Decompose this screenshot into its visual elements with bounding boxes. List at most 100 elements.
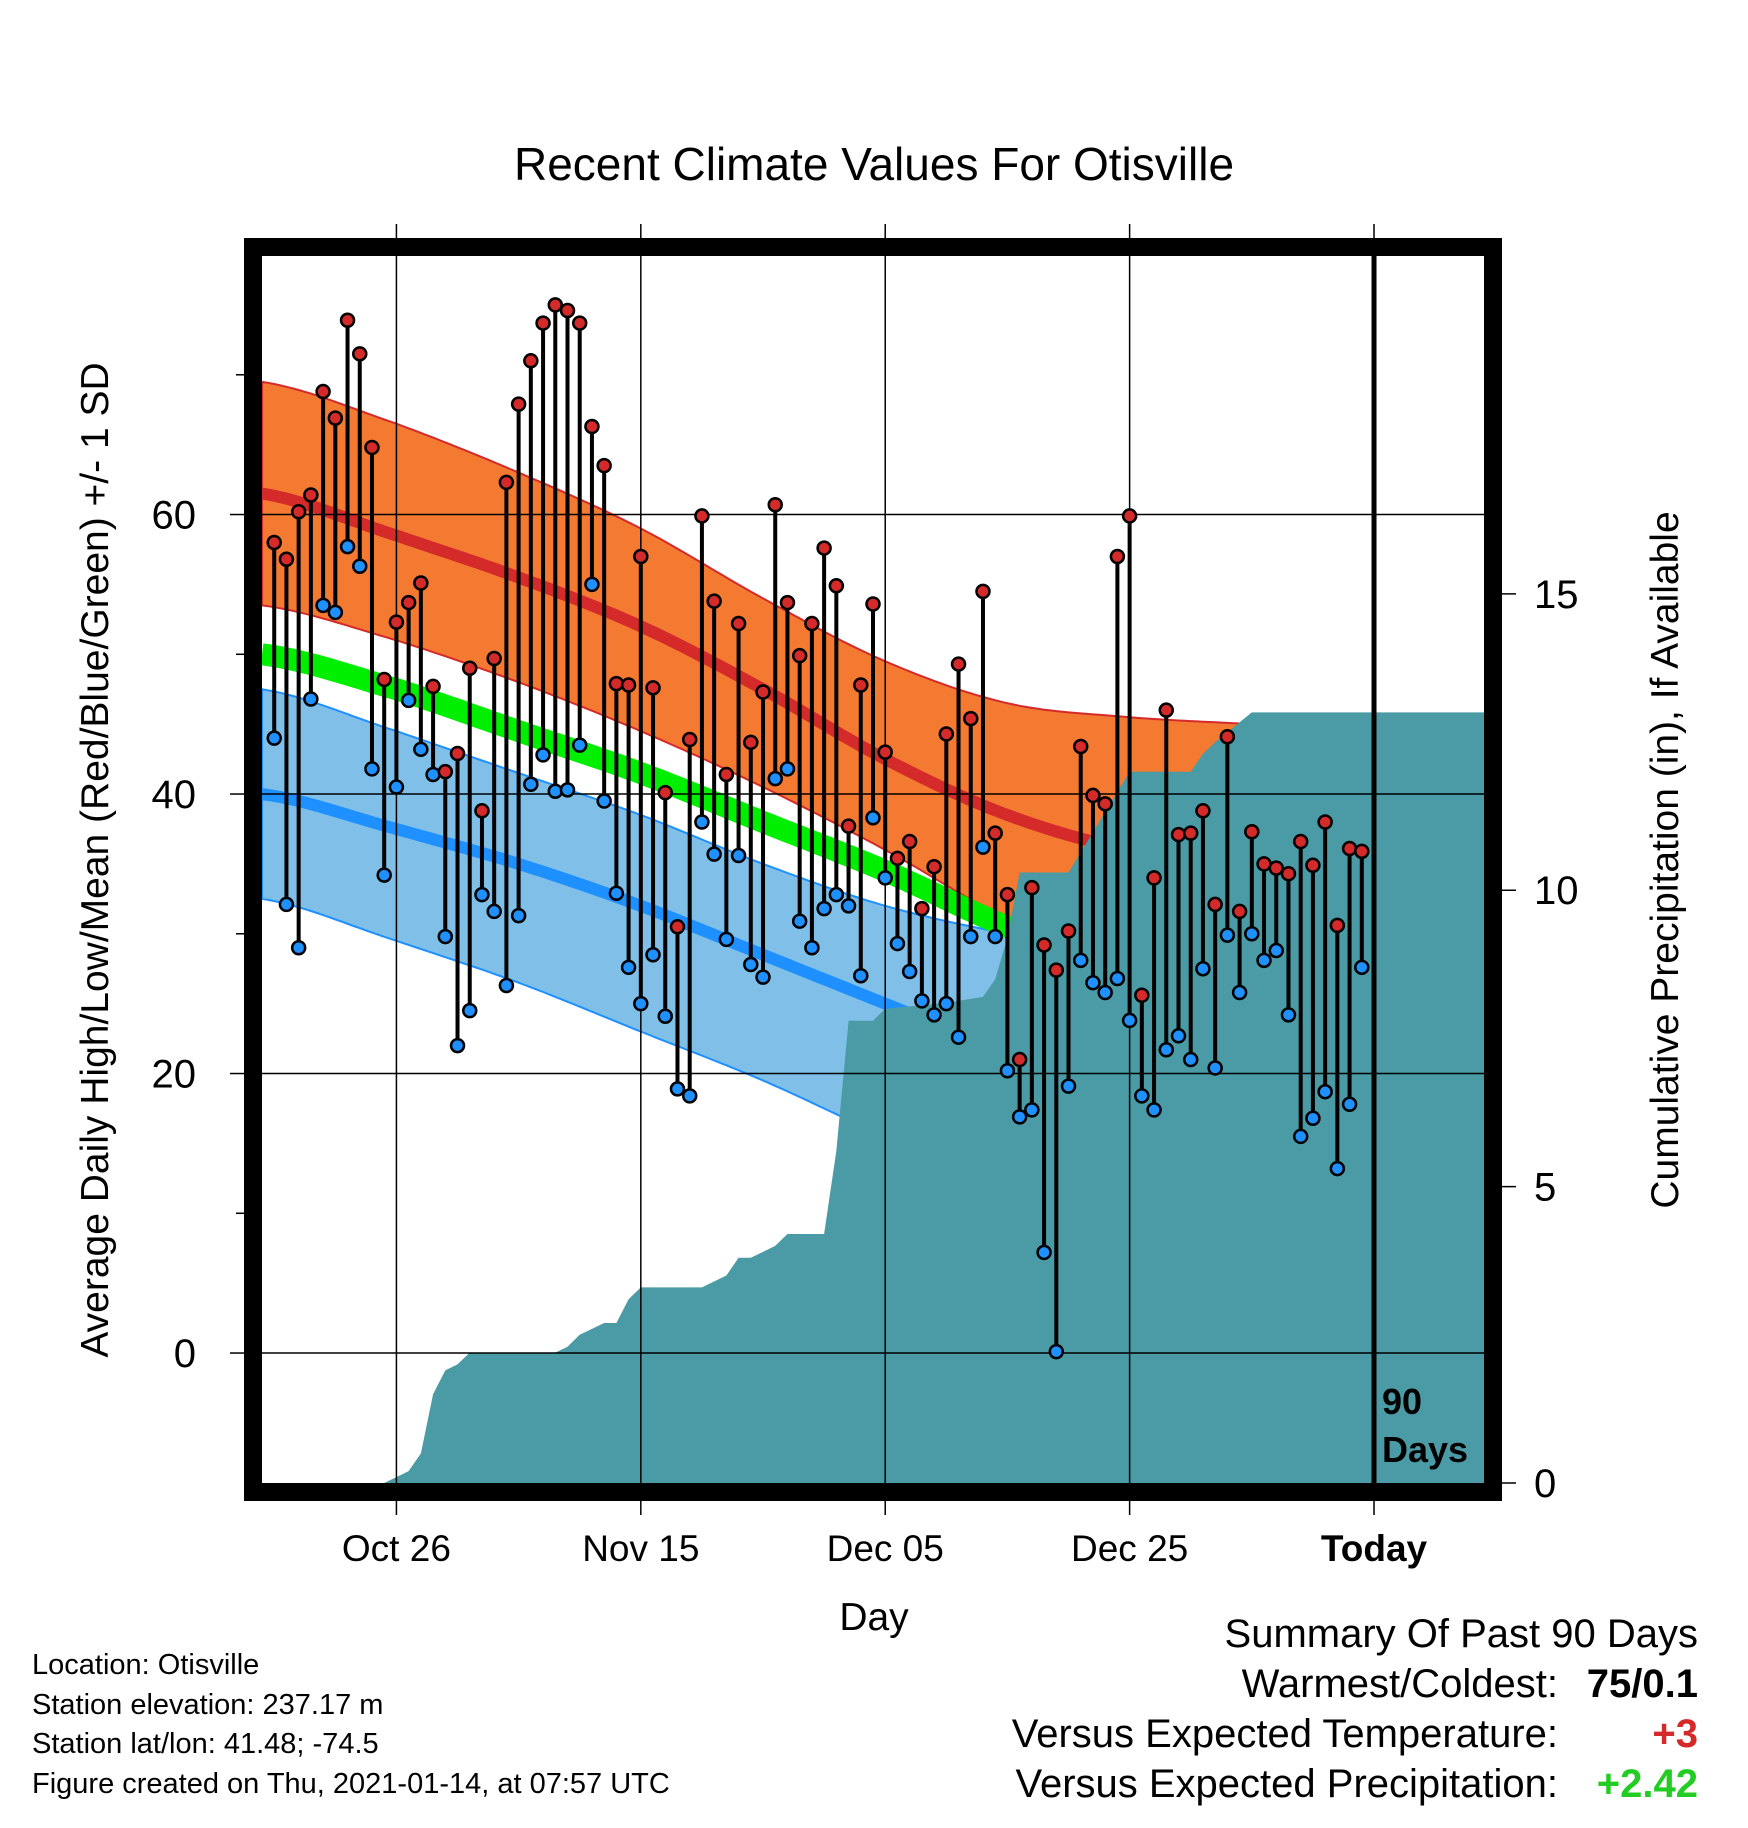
high-marker <box>303 487 319 503</box>
low-marker <box>608 885 625 902</box>
low-marker <box>535 747 551 763</box>
low-marker <box>1195 960 1211 977</box>
high-marker <box>743 734 759 751</box>
low-marker <box>1011 1109 1028 1125</box>
high-marker <box>865 596 881 612</box>
high-marker <box>877 744 893 760</box>
low-marker <box>828 886 845 903</box>
high-marker <box>1244 824 1260 840</box>
low-marker <box>1329 1160 1346 1177</box>
precip-departure-label: Versus Expected Precipitation: <box>1015 1762 1558 1806</box>
today-marker-label-line2: Days <box>1382 1429 1468 1470</box>
low-marker <box>1024 1102 1040 1118</box>
low-marker <box>1268 942 1285 959</box>
low-marker <box>767 770 783 787</box>
low-marker <box>1292 1128 1309 1145</box>
x-tick-label: Nov 15 <box>582 1528 699 1569</box>
summary-row-precip: Versus Expected Precipitation: +2.42 <box>898 1762 1698 1812</box>
low-marker <box>1158 1042 1175 1058</box>
low-marker <box>779 761 796 777</box>
high-marker <box>1134 987 1150 1004</box>
high-marker <box>853 677 869 693</box>
high-marker <box>364 439 380 456</box>
high-marker <box>975 583 991 600</box>
location-line: Location: Otisville <box>32 1649 260 1681</box>
low-marker <box>804 940 820 956</box>
high-marker <box>400 594 417 611</box>
high-marker <box>889 850 906 867</box>
high-marker <box>901 833 918 850</box>
low-marker <box>498 977 515 994</box>
low-marker <box>987 928 1003 945</box>
low-marker <box>303 691 319 707</box>
high-marker <box>1158 702 1175 718</box>
y-tick-label: 20 <box>152 1053 197 1097</box>
low-marker <box>1280 1007 1297 1023</box>
low-marker <box>926 1007 942 1023</box>
low-marker <box>657 1008 674 1024</box>
low-marker <box>547 783 564 799</box>
high-marker <box>425 678 441 695</box>
low-marker <box>791 913 808 929</box>
summary-row-extremes: Warmest/Coldest: 75/0.1 <box>898 1662 1698 1712</box>
x-tick-label: Dec 05 <box>827 1528 944 1569</box>
low-marker <box>584 576 600 593</box>
high-marker <box>461 660 478 677</box>
high-marker <box>1182 825 1199 841</box>
low-marker <box>901 963 918 980</box>
y-tick-label: 40 <box>152 773 197 817</box>
low-marker <box>1170 1028 1187 1044</box>
high-marker <box>571 315 588 331</box>
high-marker <box>791 647 808 664</box>
high-marker <box>779 594 796 611</box>
temp-departure-value: +3 <box>1652 1712 1698 1756</box>
low-marker <box>718 931 735 948</box>
chart-title: Recent Climate Values For Otisville <box>514 138 1234 190</box>
low-marker <box>963 928 979 945</box>
high-marker <box>1207 896 1223 913</box>
high-marker <box>645 680 661 696</box>
x-tick-label: Dec 25 <box>1071 1528 1188 1569</box>
high-marker <box>413 575 429 591</box>
high-marker <box>339 312 356 329</box>
high-marker <box>987 825 1003 841</box>
low-marker <box>1121 1012 1138 1029</box>
high-marker <box>1195 803 1211 819</box>
high-marker <box>681 731 698 748</box>
low-marker <box>889 935 906 952</box>
low-marker <box>278 896 295 913</box>
low-marker <box>510 907 527 924</box>
warmest-coldest-value: 75/0.1 <box>1586 1662 1698 1706</box>
low-marker <box>620 959 637 976</box>
high-marker <box>352 346 368 362</box>
summary-title: Summary Of Past 90 Days <box>1224 1612 1698 1656</box>
low-marker <box>816 900 832 917</box>
low-marker <box>999 1062 1016 1079</box>
high-marker <box>327 410 344 426</box>
high-marker <box>608 675 625 692</box>
low-marker <box>400 692 417 709</box>
high-marker <box>584 418 600 435</box>
low-marker <box>1134 1088 1150 1104</box>
x-tick-label: Oct 26 <box>342 1528 451 1569</box>
high-marker <box>315 383 331 400</box>
high-marker <box>498 474 515 491</box>
high-marker <box>559 302 576 319</box>
low-marker <box>596 793 612 809</box>
low-marker <box>1072 952 1089 969</box>
high-marker <box>1060 923 1077 939</box>
high-marker <box>437 763 454 780</box>
high-marker <box>755 684 771 700</box>
high-marker <box>669 919 686 935</box>
warmest-coldest-label: Warmest/Coldest: <box>1241 1662 1558 1706</box>
high-marker <box>1024 879 1040 896</box>
low-marker <box>1097 984 1113 1001</box>
low-marker <box>975 839 991 855</box>
high-marker <box>486 650 502 667</box>
high-marker <box>620 677 637 693</box>
y2-tick-label: 5 <box>1534 1166 1556 1210</box>
low-marker <box>388 779 405 795</box>
low-marker <box>706 846 722 862</box>
high-marker <box>840 818 857 834</box>
